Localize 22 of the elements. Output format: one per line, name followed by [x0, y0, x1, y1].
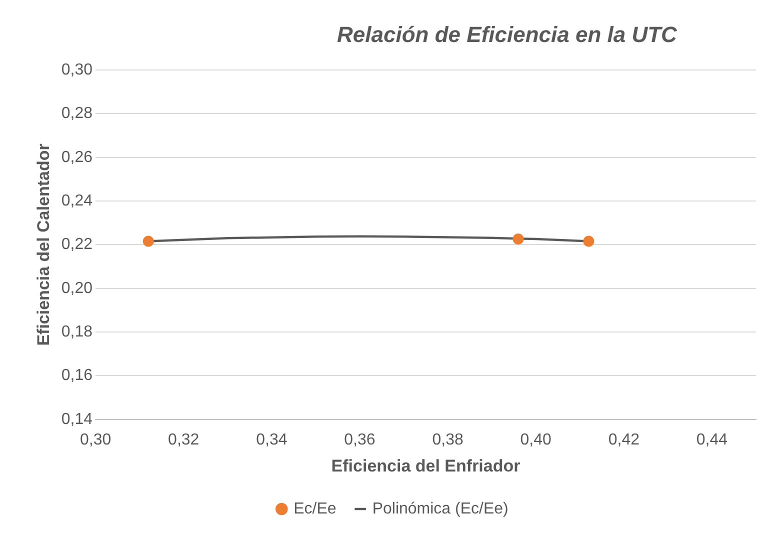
y-tick-label: 0,22	[61, 236, 93, 254]
y-tick-label: 0,20	[61, 280, 93, 297]
y-tick-label: 0,24	[61, 192, 93, 210]
x-tick-label: 0,36	[344, 431, 376, 448]
legend-label: Polinómica (Ec/Ee)	[372, 500, 508, 518]
x-tick-label: 0,34	[256, 431, 288, 448]
y-tick-label: 0,30	[61, 61, 93, 78]
x-tick-label: 0,30	[80, 431, 112, 448]
y-tick-label: 0,26	[61, 148, 93, 166]
y-tick-label: 0,18	[61, 323, 93, 340]
x-tick-label: 0,40	[520, 431, 552, 448]
y-tick-label: 0,28	[61, 105, 93, 122]
x-tick-label: 0,32	[168, 431, 200, 448]
x-tick-label: 0,44	[696, 431, 728, 448]
y-axis-title: Eficiencia del Calentador	[34, 143, 53, 346]
x-axis-title: Eficiencia del Enfriador	[331, 456, 521, 476]
y-tick-label: 0,14	[61, 410, 93, 428]
x-tick-label: 0,38	[432, 431, 464, 448]
x-tick-label: 0,42	[608, 431, 640, 448]
legend-label: Ec/Ee	[294, 500, 336, 518]
chart-title: Relación de Eficiencia en la UTC	[336, 22, 678, 48]
y-tick-label: 0,16	[61, 367, 93, 384]
